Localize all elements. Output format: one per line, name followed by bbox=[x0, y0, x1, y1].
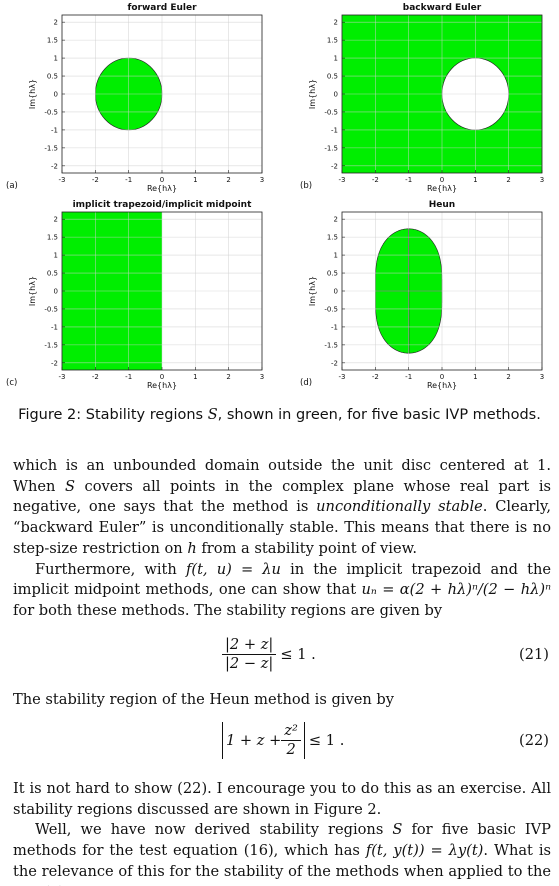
x-tick-label: 1 bbox=[473, 176, 477, 184]
x-tick-label: 1 bbox=[193, 176, 197, 184]
y-axis-label: Im{hλ} bbox=[28, 79, 37, 109]
plot-backward-euler: -3 -2 -1 0 1 2 321.510.50-0.5-1-1.5-2backward … bbox=[300, 3, 544, 193]
y-tick-label: 1.5 bbox=[47, 234, 58, 242]
panel-title: forward Euler bbox=[127, 3, 197, 13]
y-tick-label: -0.5 bbox=[44, 305, 58, 313]
x-tick-label: -2 bbox=[372, 176, 379, 184]
y-tick-label: -2 bbox=[51, 359, 58, 367]
equation-21: |2 + z| |2 − z| ≤ 1 . (21) bbox=[0, 636, 559, 676]
y-tick-label: 1 bbox=[334, 252, 338, 260]
y-tick-label: -1.5 bbox=[324, 144, 338, 152]
y-tick-label: 0.5 bbox=[327, 270, 338, 278]
y-tick-label: 0 bbox=[54, 91, 58, 99]
x-axis-label: Re{hλ} bbox=[427, 381, 457, 390]
panel-title: backward Euler bbox=[403, 3, 482, 13]
x-tick-label: -1 bbox=[125, 373, 132, 381]
panel-letter: (a) bbox=[6, 181, 18, 191]
x-axis-label: Re{hλ} bbox=[147, 381, 177, 390]
y-axis-label: Im{hλ} bbox=[308, 276, 317, 306]
caption-var: S bbox=[207, 407, 218, 423]
x-tick-label: 0 bbox=[440, 373, 444, 381]
equation-21-label: (21) bbox=[519, 646, 549, 663]
x-tick-label: 1 bbox=[193, 373, 197, 381]
y-tick-label: 0 bbox=[334, 91, 338, 99]
y-axis-label: Im{hλ} bbox=[308, 79, 317, 109]
y-tick-label: -1 bbox=[331, 126, 338, 134]
y-tick-label: -1.5 bbox=[44, 144, 58, 152]
x-tick-label: -3 bbox=[59, 373, 66, 381]
y-tick-label: 1.5 bbox=[47, 37, 58, 45]
y-tick-label: -1 bbox=[331, 323, 338, 331]
y-tick-label: 0.5 bbox=[47, 270, 58, 278]
caption-prefix: Figure 2: Stability regions bbox=[18, 407, 208, 423]
panel-letter: (c) bbox=[6, 378, 17, 388]
plot-heun: -3 -2 -1 0 1 2 321.510.50-0.5-1-1.5-2HeunRe{hλ… bbox=[300, 200, 544, 390]
x-axis-label: Re{hλ} bbox=[147, 184, 177, 193]
x-tick-label: -3 bbox=[59, 176, 66, 184]
y-tick-label: 1.5 bbox=[327, 37, 338, 45]
y-tick-label: 0 bbox=[54, 288, 58, 296]
y-tick-label: -2 bbox=[331, 162, 338, 170]
x-tick-label: 0 bbox=[160, 373, 164, 381]
panel-title: Heun bbox=[429, 200, 455, 210]
y-tick-label: 1 bbox=[54, 55, 58, 63]
paragraph-1: which is an unbounded domain outside the… bbox=[13, 457, 552, 619]
panel-title: implicit trapezoid/implicit midpoint bbox=[73, 200, 252, 210]
x-tick-label: -1 bbox=[405, 373, 412, 381]
x-tick-label: -2 bbox=[372, 373, 379, 381]
x-axis-label: Re{hλ} bbox=[427, 184, 457, 193]
y-tick-label: -1.5 bbox=[44, 341, 58, 349]
equation-22-label: (22) bbox=[519, 732, 549, 749]
y-tick-label: -2 bbox=[331, 359, 338, 367]
x-tick-label: 1 bbox=[473, 373, 477, 381]
paragraph-3: The stability region of the Heun method … bbox=[13, 691, 394, 708]
caption-suffix: , shown in green, for five basic IVP met… bbox=[217, 407, 541, 423]
y-tick-label: 0.5 bbox=[47, 73, 58, 81]
y-tick-label: 0 bbox=[334, 288, 338, 296]
y-axis-label: Im{hλ} bbox=[28, 276, 37, 306]
panel-letter: (d) bbox=[300, 378, 312, 388]
x-tick-label: 2 bbox=[506, 373, 510, 381]
x-tick-label: 2 bbox=[226, 176, 230, 184]
y-tick-label: 2 bbox=[334, 19, 338, 27]
x-tick-label: -3 bbox=[339, 176, 346, 184]
y-tick-label: 0.5 bbox=[327, 73, 338, 81]
panel-letter: (b) bbox=[300, 181, 312, 191]
x-tick-label: 3 bbox=[540, 176, 544, 184]
y-tick-label: 2 bbox=[54, 216, 58, 224]
figure-caption: Figure 2: Stability regions S, shown in … bbox=[0, 407, 559, 423]
equation-22: 1 + z + z² 2 ≤ 1 . (22) bbox=[0, 722, 559, 762]
paragraph-4: It is not hard to show (22). I encourage… bbox=[13, 780, 552, 886]
x-tick-label: 2 bbox=[226, 373, 230, 381]
y-tick-label: 2 bbox=[54, 19, 58, 27]
x-tick-label: 3 bbox=[260, 373, 264, 381]
x-tick-label: 0 bbox=[440, 176, 444, 184]
x-tick-label: 0 bbox=[160, 176, 164, 184]
y-tick-label: 2 bbox=[334, 216, 338, 224]
x-tick-label: -2 bbox=[92, 176, 99, 184]
plot-implicit-trapezoid: -3 -2 -1 0 1 2 321.510.50-0.5-1-1.5-2implicit … bbox=[6, 200, 264, 390]
y-tick-label: -1.5 bbox=[324, 341, 338, 349]
y-tick-label: -1 bbox=[51, 126, 58, 134]
x-tick-label: -3 bbox=[339, 373, 346, 381]
x-tick-label: -1 bbox=[405, 176, 412, 184]
y-tick-label: 1 bbox=[54, 252, 58, 260]
x-tick-label: 2 bbox=[506, 176, 510, 184]
y-tick-label: -0.5 bbox=[324, 108, 338, 116]
y-tick-label: -0.5 bbox=[324, 305, 338, 313]
y-tick-label: -0.5 bbox=[44, 108, 58, 116]
y-tick-label: -1 bbox=[51, 323, 58, 331]
x-tick-label: 3 bbox=[260, 176, 264, 184]
y-tick-label: 1 bbox=[334, 55, 338, 63]
x-tick-label: -2 bbox=[92, 373, 99, 381]
x-tick-label: -1 bbox=[125, 176, 132, 184]
x-tick-label: 3 bbox=[540, 373, 544, 381]
y-tick-label: 1.5 bbox=[327, 234, 338, 242]
y-tick-label: -2 bbox=[51, 162, 58, 170]
